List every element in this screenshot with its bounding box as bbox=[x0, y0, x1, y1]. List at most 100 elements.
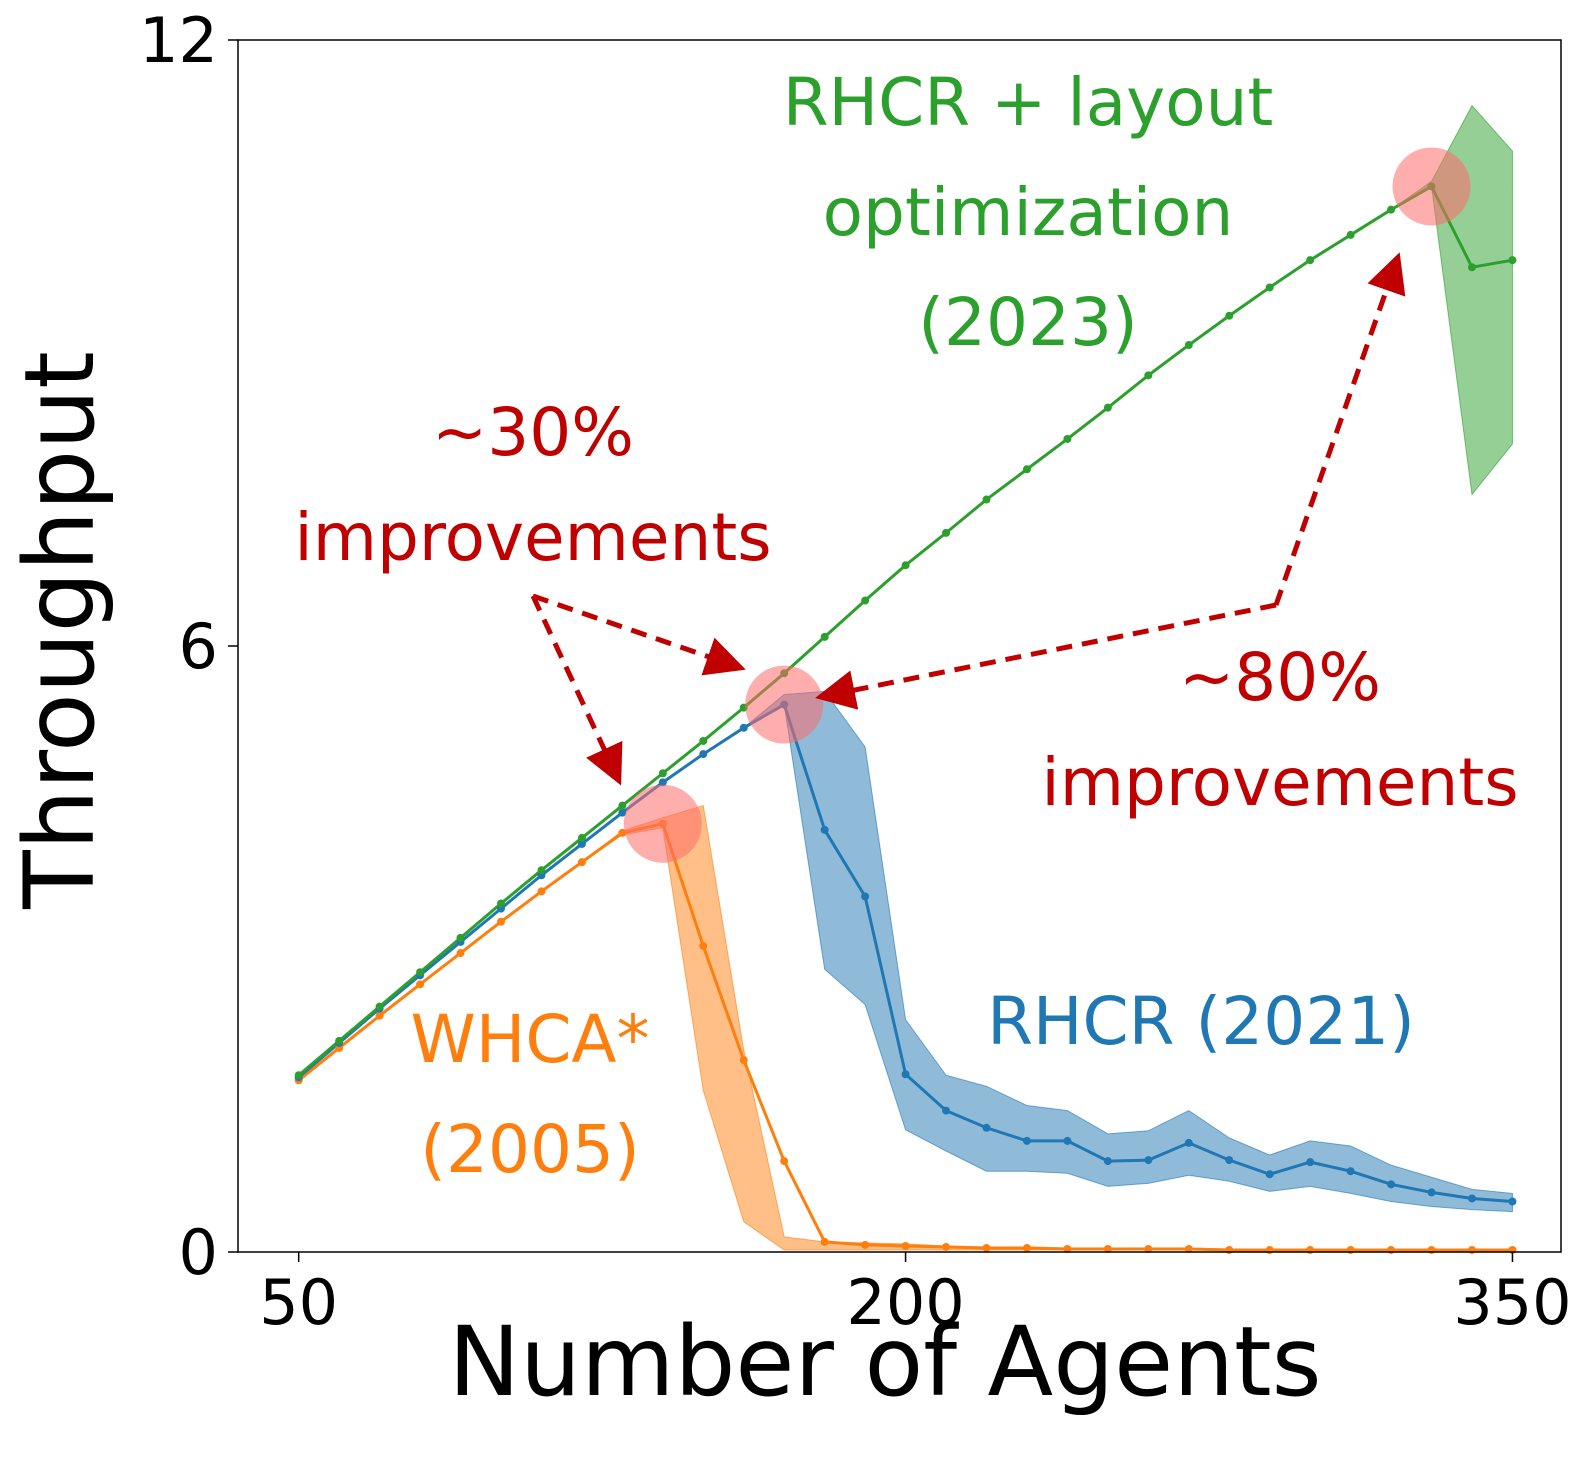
point-series-1-13 bbox=[820, 825, 829, 834]
point-series-0-4 bbox=[456, 949, 465, 958]
highlight-circle-2 bbox=[1392, 147, 1471, 226]
point-series-1-7 bbox=[577, 839, 586, 848]
axis-ticks: 50 200 350 0 6 12 bbox=[139, 4, 1572, 1339]
point-series-2-30 bbox=[1508, 256, 1517, 265]
point-series-0-19 bbox=[1063, 1244, 1072, 1253]
point-series-0-21 bbox=[1144, 1244, 1153, 1253]
whca-label-line1: WHCA* bbox=[410, 1001, 649, 1078]
arrow-80-to-opt bbox=[1273, 252, 1406, 606]
point-series-0-16 bbox=[942, 1242, 951, 1251]
point-series-0-5 bbox=[496, 917, 505, 926]
point-series-2-19 bbox=[1063, 434, 1072, 443]
point-series-0-7 bbox=[577, 858, 586, 867]
point-series-2-26 bbox=[1346, 230, 1355, 239]
point-series-0-18 bbox=[1022, 1243, 1031, 1252]
point-series-0-17 bbox=[982, 1243, 991, 1252]
point-series-2-22 bbox=[1184, 341, 1193, 350]
point-series-0-8 bbox=[618, 828, 627, 837]
arrow-30-to-whca bbox=[530, 594, 623, 786]
point-series-0-24 bbox=[1265, 1245, 1274, 1254]
point-series-1-19 bbox=[1063, 1136, 1072, 1145]
point-series-0-13 bbox=[820, 1237, 829, 1246]
point-series-2-20 bbox=[1103, 403, 1112, 412]
point-series-2-24 bbox=[1265, 283, 1274, 292]
point-series-1-22 bbox=[1184, 1138, 1193, 1147]
point-series-2-6 bbox=[537, 866, 546, 875]
point-series-1-28 bbox=[1427, 1188, 1436, 1197]
point-series-0-2 bbox=[375, 1011, 384, 1020]
point-series-2-13 bbox=[820, 632, 829, 641]
y-tick-label-0: 0 bbox=[179, 1216, 218, 1289]
improvement-30-line1: ~30% bbox=[432, 394, 634, 471]
line-series-2 bbox=[297, 184, 1513, 1077]
y-axis-title: Throughput bbox=[4, 351, 116, 910]
point-series-1-24 bbox=[1265, 1170, 1274, 1179]
point-series-2-7 bbox=[577, 833, 586, 842]
point-series-1-15 bbox=[901, 1070, 910, 1079]
x-tick-label-2: 350 bbox=[1453, 1266, 1571, 1339]
point-series-2-14 bbox=[861, 596, 870, 605]
annotation-arrows bbox=[530, 252, 1406, 786]
point-series-1-8 bbox=[618, 808, 627, 817]
point-series-2-15 bbox=[901, 561, 910, 570]
point-series-1-23 bbox=[1225, 1156, 1234, 1165]
y-tick-label-1: 6 bbox=[179, 610, 218, 683]
point-series-0-28 bbox=[1427, 1245, 1436, 1254]
highlight-circles bbox=[623, 147, 1471, 863]
point-series-2-23 bbox=[1225, 311, 1234, 320]
highlight-circle-0 bbox=[623, 784, 702, 863]
point-series-1-14 bbox=[861, 892, 870, 901]
point-series-0-22 bbox=[1184, 1244, 1193, 1253]
arrow-30-to-rhcr bbox=[532, 593, 746, 676]
point-series-0-11 bbox=[739, 1056, 748, 1065]
point-series-2-29 bbox=[1467, 263, 1476, 272]
point-series-1-26 bbox=[1346, 1167, 1355, 1176]
point-series-1-30 bbox=[1508, 1197, 1517, 1206]
whca-label-line2: (2005) bbox=[420, 1111, 639, 1188]
point-series-0-14 bbox=[861, 1240, 870, 1249]
point-series-0-23 bbox=[1225, 1245, 1234, 1254]
point-series-2-5 bbox=[496, 899, 505, 908]
point-series-2-25 bbox=[1306, 256, 1315, 265]
point-series-1-27 bbox=[1387, 1180, 1396, 1189]
point-series-2-18 bbox=[1022, 465, 1031, 474]
improvement-80-line2: improvements bbox=[1041, 744, 1518, 821]
point-series-1-9 bbox=[658, 778, 667, 787]
point-series-2-8 bbox=[618, 801, 627, 810]
point-series-2-4 bbox=[456, 933, 465, 942]
point-series-1-17 bbox=[982, 1123, 991, 1132]
x-axis-title: Number of Agents bbox=[448, 1306, 1321, 1418]
point-series-0-25 bbox=[1306, 1245, 1315, 1254]
point-series-1-29 bbox=[1467, 1194, 1476, 1203]
point-series-0-29 bbox=[1467, 1245, 1476, 1254]
point-series-2-9 bbox=[658, 769, 667, 778]
point-series-2-10 bbox=[699, 736, 708, 745]
point-series-0-10 bbox=[699, 941, 708, 950]
point-series-0-15 bbox=[901, 1241, 910, 1250]
improvement-80-line1: ~80% bbox=[1179, 639, 1381, 716]
y-tick-label-2: 12 bbox=[139, 4, 218, 77]
highlight-circle-1 bbox=[745, 665, 824, 744]
point-series-0-6 bbox=[537, 887, 546, 896]
point-series-1-21 bbox=[1144, 1156, 1153, 1165]
point-series-2-1 bbox=[335, 1036, 344, 1045]
point-series-1-20 bbox=[1103, 1157, 1112, 1166]
opt-label-line2: optimization bbox=[823, 174, 1234, 251]
point-series-1-16 bbox=[942, 1106, 951, 1115]
point-series-1-10 bbox=[699, 750, 708, 759]
point-series-0-3 bbox=[416, 980, 425, 989]
x-tick-label-0: 50 bbox=[259, 1266, 338, 1339]
x-tick-label-1: 200 bbox=[846, 1266, 964, 1339]
point-series-2-2 bbox=[375, 1002, 384, 1011]
point-series-2-16 bbox=[942, 528, 951, 537]
point-series-1-11 bbox=[739, 723, 748, 732]
point-series-2-0 bbox=[294, 1071, 303, 1080]
point-series-2-3 bbox=[416, 968, 425, 977]
band-series-2 bbox=[298, 104, 1513, 1076]
improvement-30-line2: improvements bbox=[294, 499, 771, 576]
opt-label-line3: (2023) bbox=[918, 284, 1137, 361]
opt-label-line1: RHCR + layout bbox=[783, 64, 1274, 141]
point-series-0-26 bbox=[1346, 1245, 1355, 1254]
point-series-1-25 bbox=[1306, 1158, 1315, 1167]
